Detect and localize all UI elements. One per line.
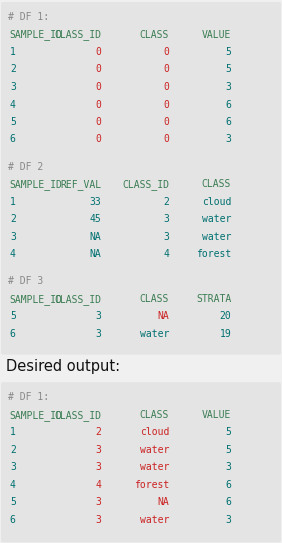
Text: NA: NA: [157, 311, 169, 321]
Text: 0: 0: [163, 99, 169, 110]
Text: 0: 0: [96, 99, 102, 110]
Text: CLASS: CLASS: [140, 29, 169, 40]
Text: 3: 3: [225, 82, 231, 92]
Text: SAMPLE_ID: SAMPLE_ID: [10, 29, 63, 40]
Text: 4: 4: [96, 480, 102, 490]
Text: 0: 0: [96, 47, 102, 57]
Text: NA: NA: [90, 249, 102, 259]
Text: 20: 20: [219, 311, 231, 321]
Text: REF_VAL: REF_VAL: [60, 179, 102, 190]
Text: 1: 1: [10, 47, 16, 57]
Text: 3: 3: [96, 515, 102, 525]
Text: cloud: cloud: [202, 197, 231, 207]
Text: 3: 3: [96, 329, 102, 339]
Text: water: water: [202, 214, 231, 224]
Text: 2: 2: [10, 214, 16, 224]
Text: 6: 6: [10, 135, 16, 144]
Text: 6: 6: [225, 117, 231, 127]
Text: NA: NA: [90, 232, 102, 242]
Text: water: water: [140, 462, 169, 472]
Text: CLASS: CLASS: [202, 179, 231, 189]
Text: 1: 1: [10, 197, 16, 207]
Text: 2: 2: [10, 65, 16, 74]
Text: 4: 4: [10, 249, 16, 259]
Text: 2: 2: [163, 197, 169, 207]
Text: 3: 3: [225, 135, 231, 144]
Text: 3: 3: [225, 462, 231, 472]
Text: CLASS: CLASS: [140, 294, 169, 304]
Text: water: water: [140, 329, 169, 339]
Text: CLASS_ID: CLASS_ID: [54, 410, 102, 421]
Text: 4: 4: [163, 249, 169, 259]
Text: # DF 1:: # DF 1:: [8, 392, 49, 402]
Text: water: water: [140, 445, 169, 454]
Text: 0: 0: [96, 135, 102, 144]
Text: 4: 4: [10, 480, 16, 490]
Text: forest: forest: [196, 249, 231, 259]
Text: 3: 3: [163, 214, 169, 224]
Text: # DF 2: # DF 2: [8, 162, 43, 172]
Text: 0: 0: [163, 47, 169, 57]
Text: 2: 2: [96, 427, 102, 437]
Text: 5: 5: [225, 445, 231, 454]
Text: 5: 5: [10, 311, 16, 321]
Text: 5: 5: [225, 47, 231, 57]
Text: 4: 4: [10, 99, 16, 110]
Text: VALUE: VALUE: [202, 29, 231, 40]
Text: 3: 3: [96, 497, 102, 507]
Text: STRATA: STRATA: [196, 294, 231, 304]
Text: 5: 5: [10, 497, 16, 507]
Text: NA: NA: [157, 497, 169, 507]
Text: 6: 6: [10, 329, 16, 339]
Text: 3: 3: [96, 311, 102, 321]
Text: CLASS_ID: CLASS_ID: [54, 29, 102, 40]
Text: water: water: [140, 515, 169, 525]
Text: VALUE: VALUE: [202, 410, 231, 420]
Text: CLASS_ID: CLASS_ID: [122, 179, 169, 190]
Text: # DF 3: # DF 3: [8, 276, 43, 286]
Text: CLASS_ID: CLASS_ID: [54, 294, 102, 305]
Text: 1: 1: [10, 427, 16, 437]
Text: 0: 0: [96, 65, 102, 74]
Text: 2: 2: [10, 445, 16, 454]
FancyBboxPatch shape: [1, 2, 281, 355]
Text: 19: 19: [219, 329, 231, 339]
Text: 0: 0: [96, 82, 102, 92]
Text: # DF 1:: # DF 1:: [8, 12, 49, 22]
Text: SAMPLE_ID: SAMPLE_ID: [10, 179, 63, 190]
Text: water: water: [202, 232, 231, 242]
Text: 5: 5: [225, 65, 231, 74]
Text: SAMPLE_ID: SAMPLE_ID: [10, 410, 63, 421]
Text: Desired output:: Desired output:: [6, 358, 120, 374]
Text: 3: 3: [10, 82, 16, 92]
Text: 3: 3: [96, 445, 102, 454]
Text: 0: 0: [96, 117, 102, 127]
FancyBboxPatch shape: [1, 382, 281, 542]
Text: 0: 0: [163, 65, 169, 74]
Text: forest: forest: [134, 480, 169, 490]
Text: 3: 3: [96, 462, 102, 472]
Text: SAMPLE_ID: SAMPLE_ID: [10, 294, 63, 305]
Text: CLASS: CLASS: [140, 410, 169, 420]
Text: 3: 3: [10, 462, 16, 472]
Text: 3: 3: [163, 232, 169, 242]
Text: 3: 3: [225, 515, 231, 525]
Text: 5: 5: [225, 427, 231, 437]
Text: 6: 6: [225, 99, 231, 110]
Text: 0: 0: [163, 117, 169, 127]
Text: 33: 33: [90, 197, 102, 207]
Text: 45: 45: [90, 214, 102, 224]
Text: 6: 6: [225, 497, 231, 507]
Text: 6: 6: [225, 480, 231, 490]
Text: 5: 5: [10, 117, 16, 127]
Text: 3: 3: [10, 232, 16, 242]
Text: 6: 6: [10, 515, 16, 525]
Text: 0: 0: [163, 135, 169, 144]
Text: cloud: cloud: [140, 427, 169, 437]
Text: 0: 0: [163, 82, 169, 92]
